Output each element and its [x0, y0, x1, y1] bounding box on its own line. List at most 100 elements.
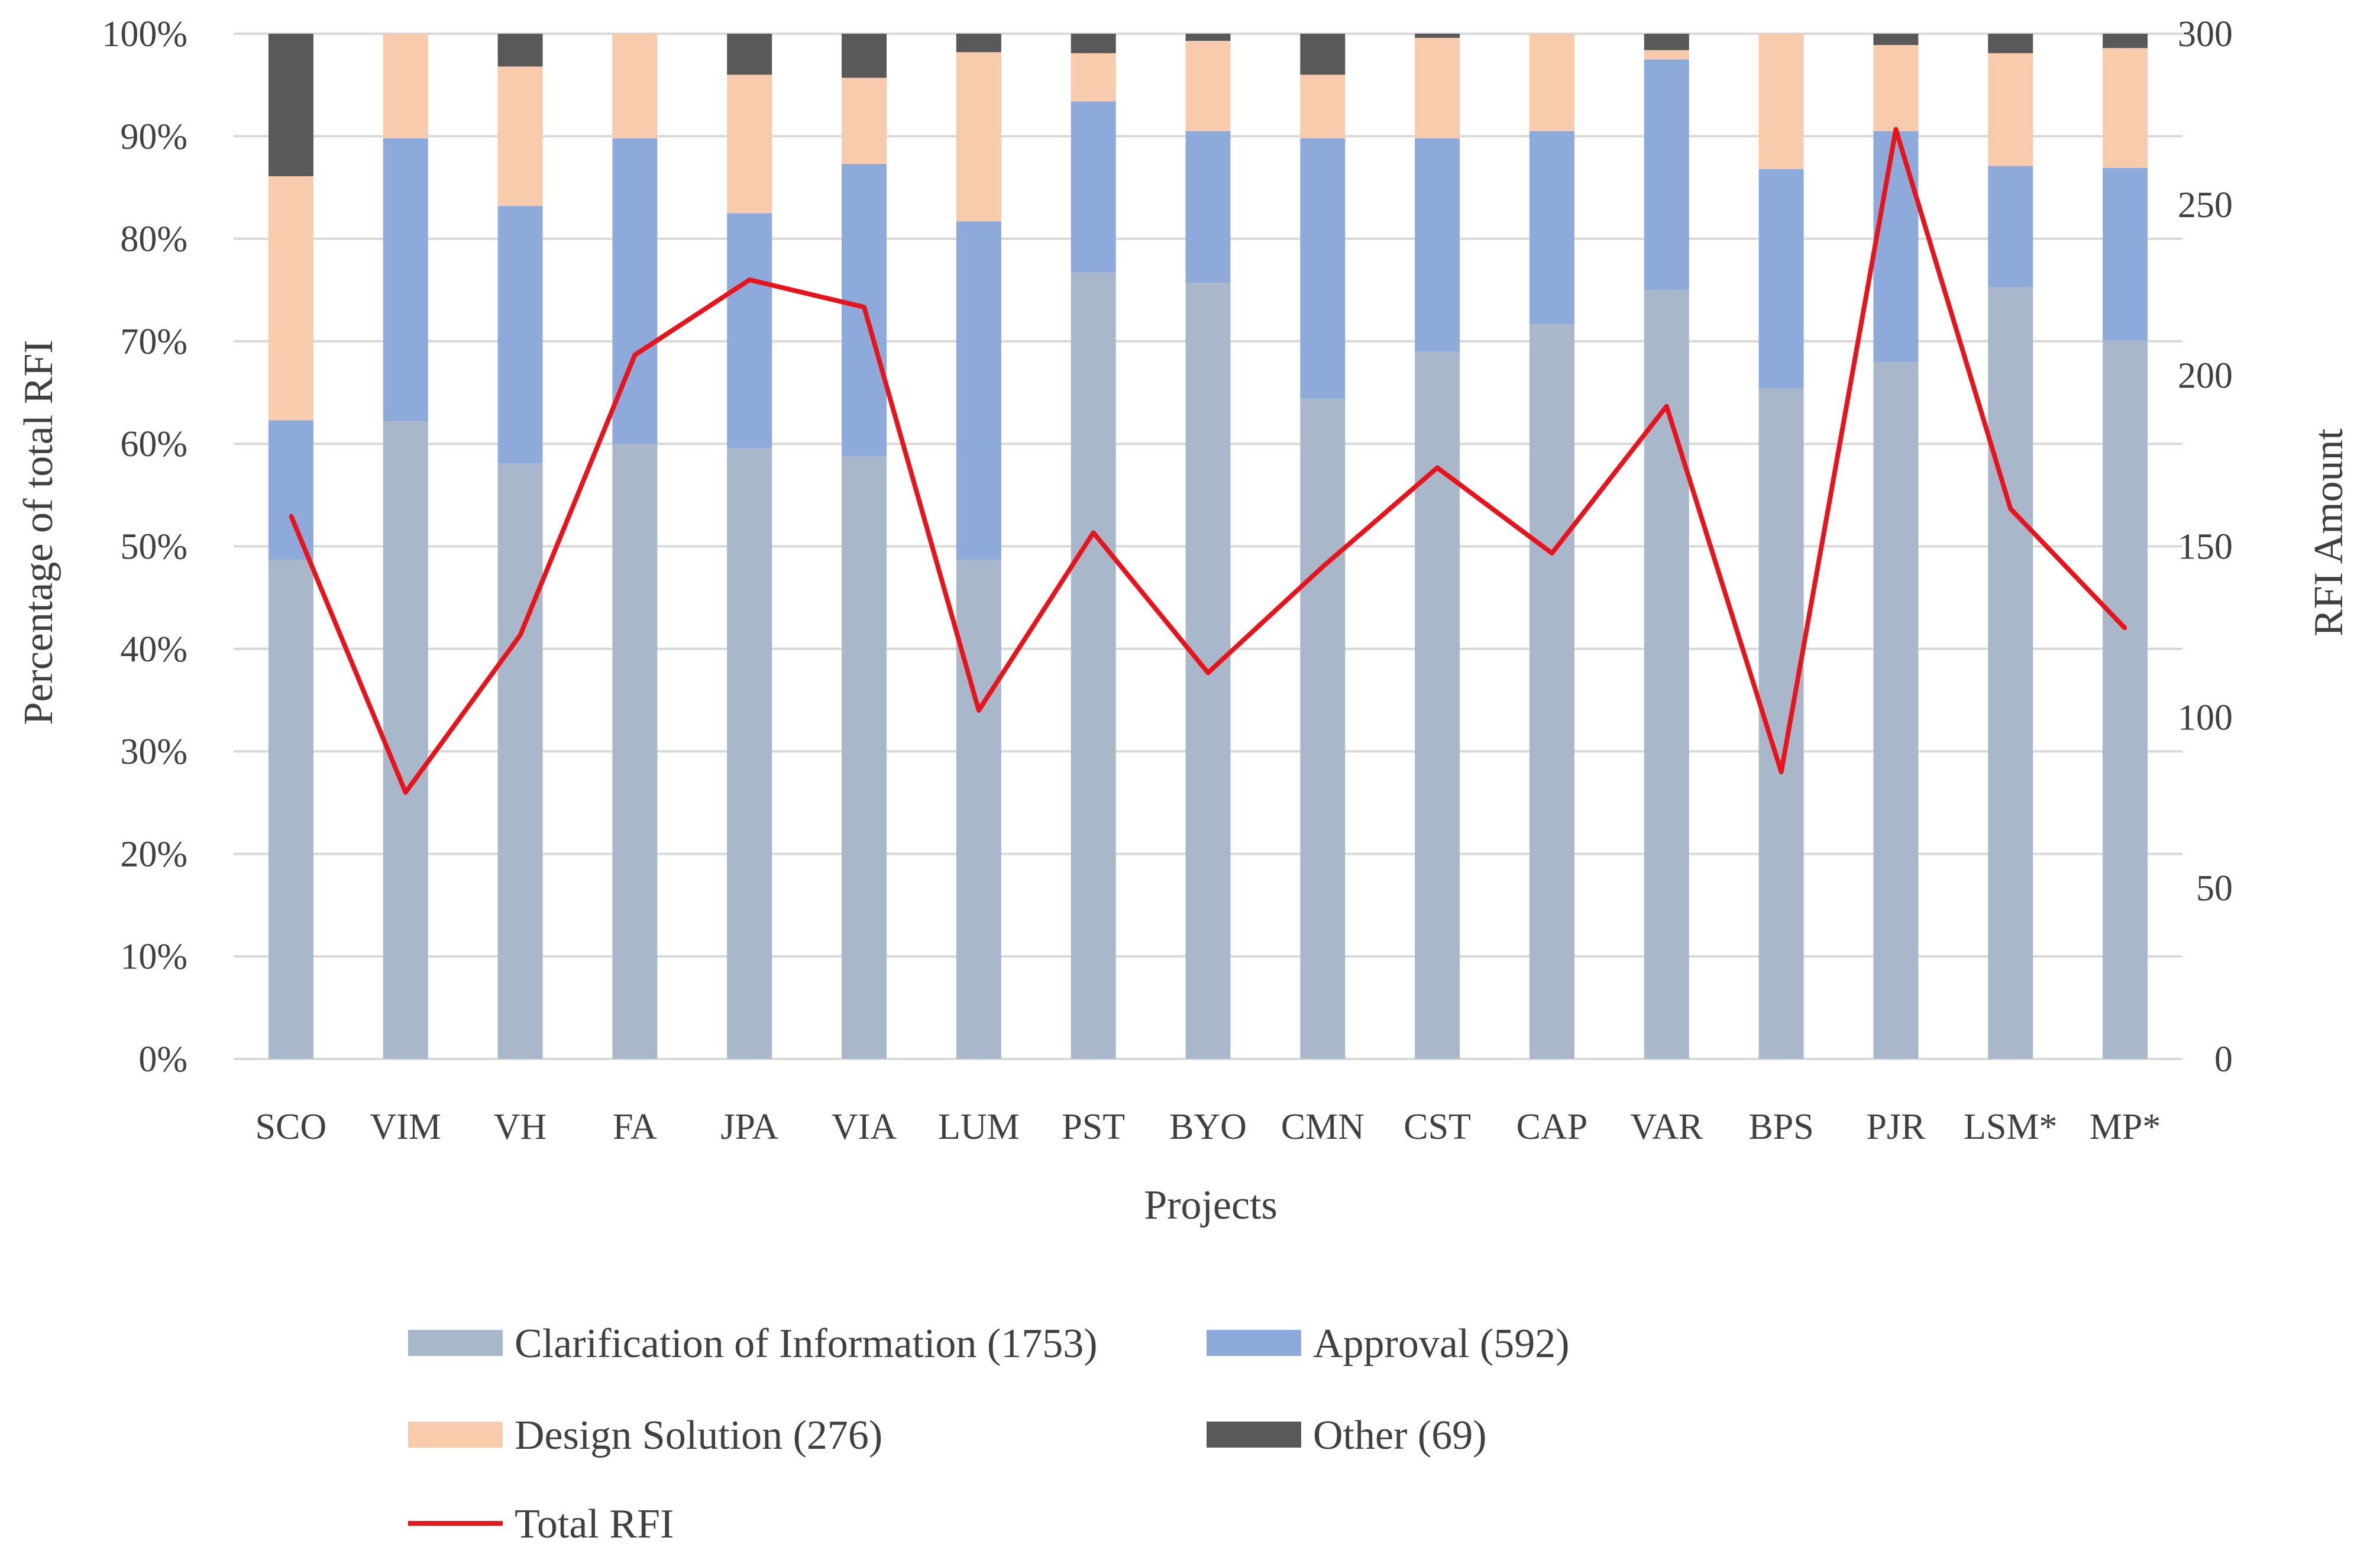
point-total-rfi-cap	[1550, 551, 1554, 555]
y2-tick-label: 50	[2196, 868, 2233, 909]
bar-mp-clarification-of-information	[2103, 340, 2148, 1059]
legend-swatch-other	[1207, 1422, 1301, 1448]
bar-lum-clarification-of-information	[956, 560, 1001, 1059]
bar-cmn-clarification-of-information	[1300, 398, 1346, 1059]
bar-jpa-other	[727, 34, 772, 75]
y-tick-label: 60%	[120, 424, 187, 464]
y-tick-label: 90%	[120, 117, 187, 157]
total-rfi-line-layer	[289, 127, 2127, 795]
bar-pst-clarification-of-information	[1071, 272, 1116, 1059]
bar-jpa-approval	[727, 213, 772, 448]
legend-label-design-solution: Design Solution (276)	[515, 1413, 882, 1458]
point-total-rfi-lsm	[2009, 506, 2013, 511]
bar-mp-design-solution	[2103, 48, 2148, 169]
y2-tick-label: 0	[2214, 1039, 2233, 1080]
bar-sco-other	[268, 34, 313, 176]
bar-vim-design-solution	[383, 34, 428, 138]
point-total-rfi-fa	[633, 353, 637, 357]
bar-via-clarification-of-information	[842, 456, 887, 1059]
bars	[268, 34, 2148, 1060]
x-tick-label-pjr: PJR	[1866, 1107, 1926, 1147]
x-tick-label-vh: VH	[494, 1107, 547, 1147]
bar-cst-design-solution	[1415, 37, 1460, 138]
point-total-rfi-bps	[1779, 770, 1783, 774]
y-tick-label: 40%	[120, 629, 187, 670]
bar-pjr-approval	[1873, 131, 1919, 362]
x-tick-label-sco: SCO	[256, 1107, 327, 1147]
point-total-rfi-var	[1664, 404, 1668, 408]
y2-tick-label: 250	[2178, 185, 2233, 225]
bar-mp-other	[2103, 34, 2148, 49]
bar-pst-approval	[1071, 101, 1116, 273]
point-total-rfi-cmn	[1321, 565, 1325, 569]
bar-var-other	[1644, 34, 1689, 50]
point-total-rfi-sco	[289, 513, 293, 518]
bar-mp-approval	[2103, 168, 2148, 341]
bar-var-design-solution	[1644, 50, 1689, 60]
y2-tick-label: 300	[2178, 14, 2233, 54]
y-tick-label: 100%	[102, 14, 187, 54]
bar-sco-design-solution	[268, 176, 313, 421]
bar-var-clarification-of-information	[1644, 290, 1689, 1059]
bar-cap-approval	[1529, 131, 1574, 324]
x-tick-label-pst: PST	[1062, 1107, 1125, 1147]
bar-fa-design-solution	[612, 34, 658, 138]
bar-lum-design-solution	[956, 52, 1001, 222]
bar-cst-other	[1415, 34, 1460, 38]
bar-lsm-approval	[1988, 166, 2033, 288]
x-axis-title: Projects	[1144, 1183, 1278, 1228]
x-tick-label-bps: BPS	[1748, 1107, 1813, 1147]
y-tick-label: 20%	[120, 834, 187, 874]
axes: 0% 10% 20% 30% 40% 50% 60% 70% 80% 90% 100% 0 50 100 1…	[102, 14, 2233, 1147]
x-tick-label-cst: CST	[1404, 1107, 1471, 1147]
legend-label-clarification-of-information: Clarification of Information (1753)	[515, 1321, 1098, 1367]
y-tick-label: 50%	[120, 527, 187, 567]
x-tick-label-cmn: CMN	[1281, 1107, 1364, 1147]
y2-tick-label: 200	[2178, 356, 2233, 396]
legend-label-approval: Approval (592)	[1313, 1321, 1570, 1367]
x-tick-label-lsm: LSM*	[1964, 1107, 2057, 1147]
bar-cap-design-solution	[1529, 34, 1574, 131]
legend: Clarification of Information (1753) Appro…	[408, 1321, 1570, 1547]
bar-lsm-design-solution	[1988, 53, 2033, 166]
bar-pjr-other	[1873, 34, 1919, 46]
bar-fa-clarification-of-information	[612, 444, 658, 1060]
bar-cmn-approval	[1300, 138, 1346, 399]
bar-pst-design-solution	[1071, 53, 1116, 102]
point-total-rfi-cst	[1435, 466, 1440, 470]
point-total-rfi-byo	[1206, 671, 1210, 675]
bar-pst-other	[1071, 34, 1116, 53]
bar-vh-approval	[497, 206, 543, 464]
x-tick-label-byo: BYO	[1169, 1107, 1247, 1147]
bar-via-design-solution	[842, 77, 887, 164]
bar-sco-clarification-of-information	[268, 560, 313, 1059]
y-tick-label: 0%	[138, 1039, 187, 1080]
bar-pjr-design-solution	[1873, 45, 1919, 131]
bar-sco-approval	[268, 420, 313, 560]
x-tick-label-var: VAR	[1630, 1107, 1703, 1147]
x-tick-label-cap: CAP	[1516, 1107, 1588, 1147]
bar-vh-design-solution	[497, 66, 543, 206]
y-tick-label: 10%	[120, 937, 187, 977]
point-total-rfi-vh	[518, 633, 522, 637]
y2-tick-label: 150	[2178, 527, 2233, 567]
point-total-rfi-lum	[976, 708, 981, 712]
bar-bps-design-solution	[1758, 34, 1804, 169]
bar-cst-clarification-of-information	[1415, 351, 1460, 1059]
point-total-rfi-pst	[1091, 531, 1095, 535]
legend-swatch-approval	[1207, 1330, 1301, 1356]
bar-via-other	[842, 34, 887, 78]
legend-label-other: Other (69)	[1313, 1413, 1487, 1458]
y2-axis-title: RFI Amount	[2306, 428, 2352, 637]
bar-vim-approval	[383, 138, 428, 422]
bar-byo-other	[1185, 34, 1231, 41]
legend-swatch-clarification-of-information	[408, 1330, 503, 1356]
y-tick-label: 30%	[120, 732, 187, 772]
x-tick-label-jpa: JPA	[720, 1107, 778, 1147]
point-total-rfi-mp	[2123, 626, 2127, 631]
x-tick-label-via: VIA	[832, 1107, 897, 1147]
bar-vim-clarification-of-information	[383, 421, 428, 1059]
y2-tick-label: 100	[2178, 697, 2233, 738]
